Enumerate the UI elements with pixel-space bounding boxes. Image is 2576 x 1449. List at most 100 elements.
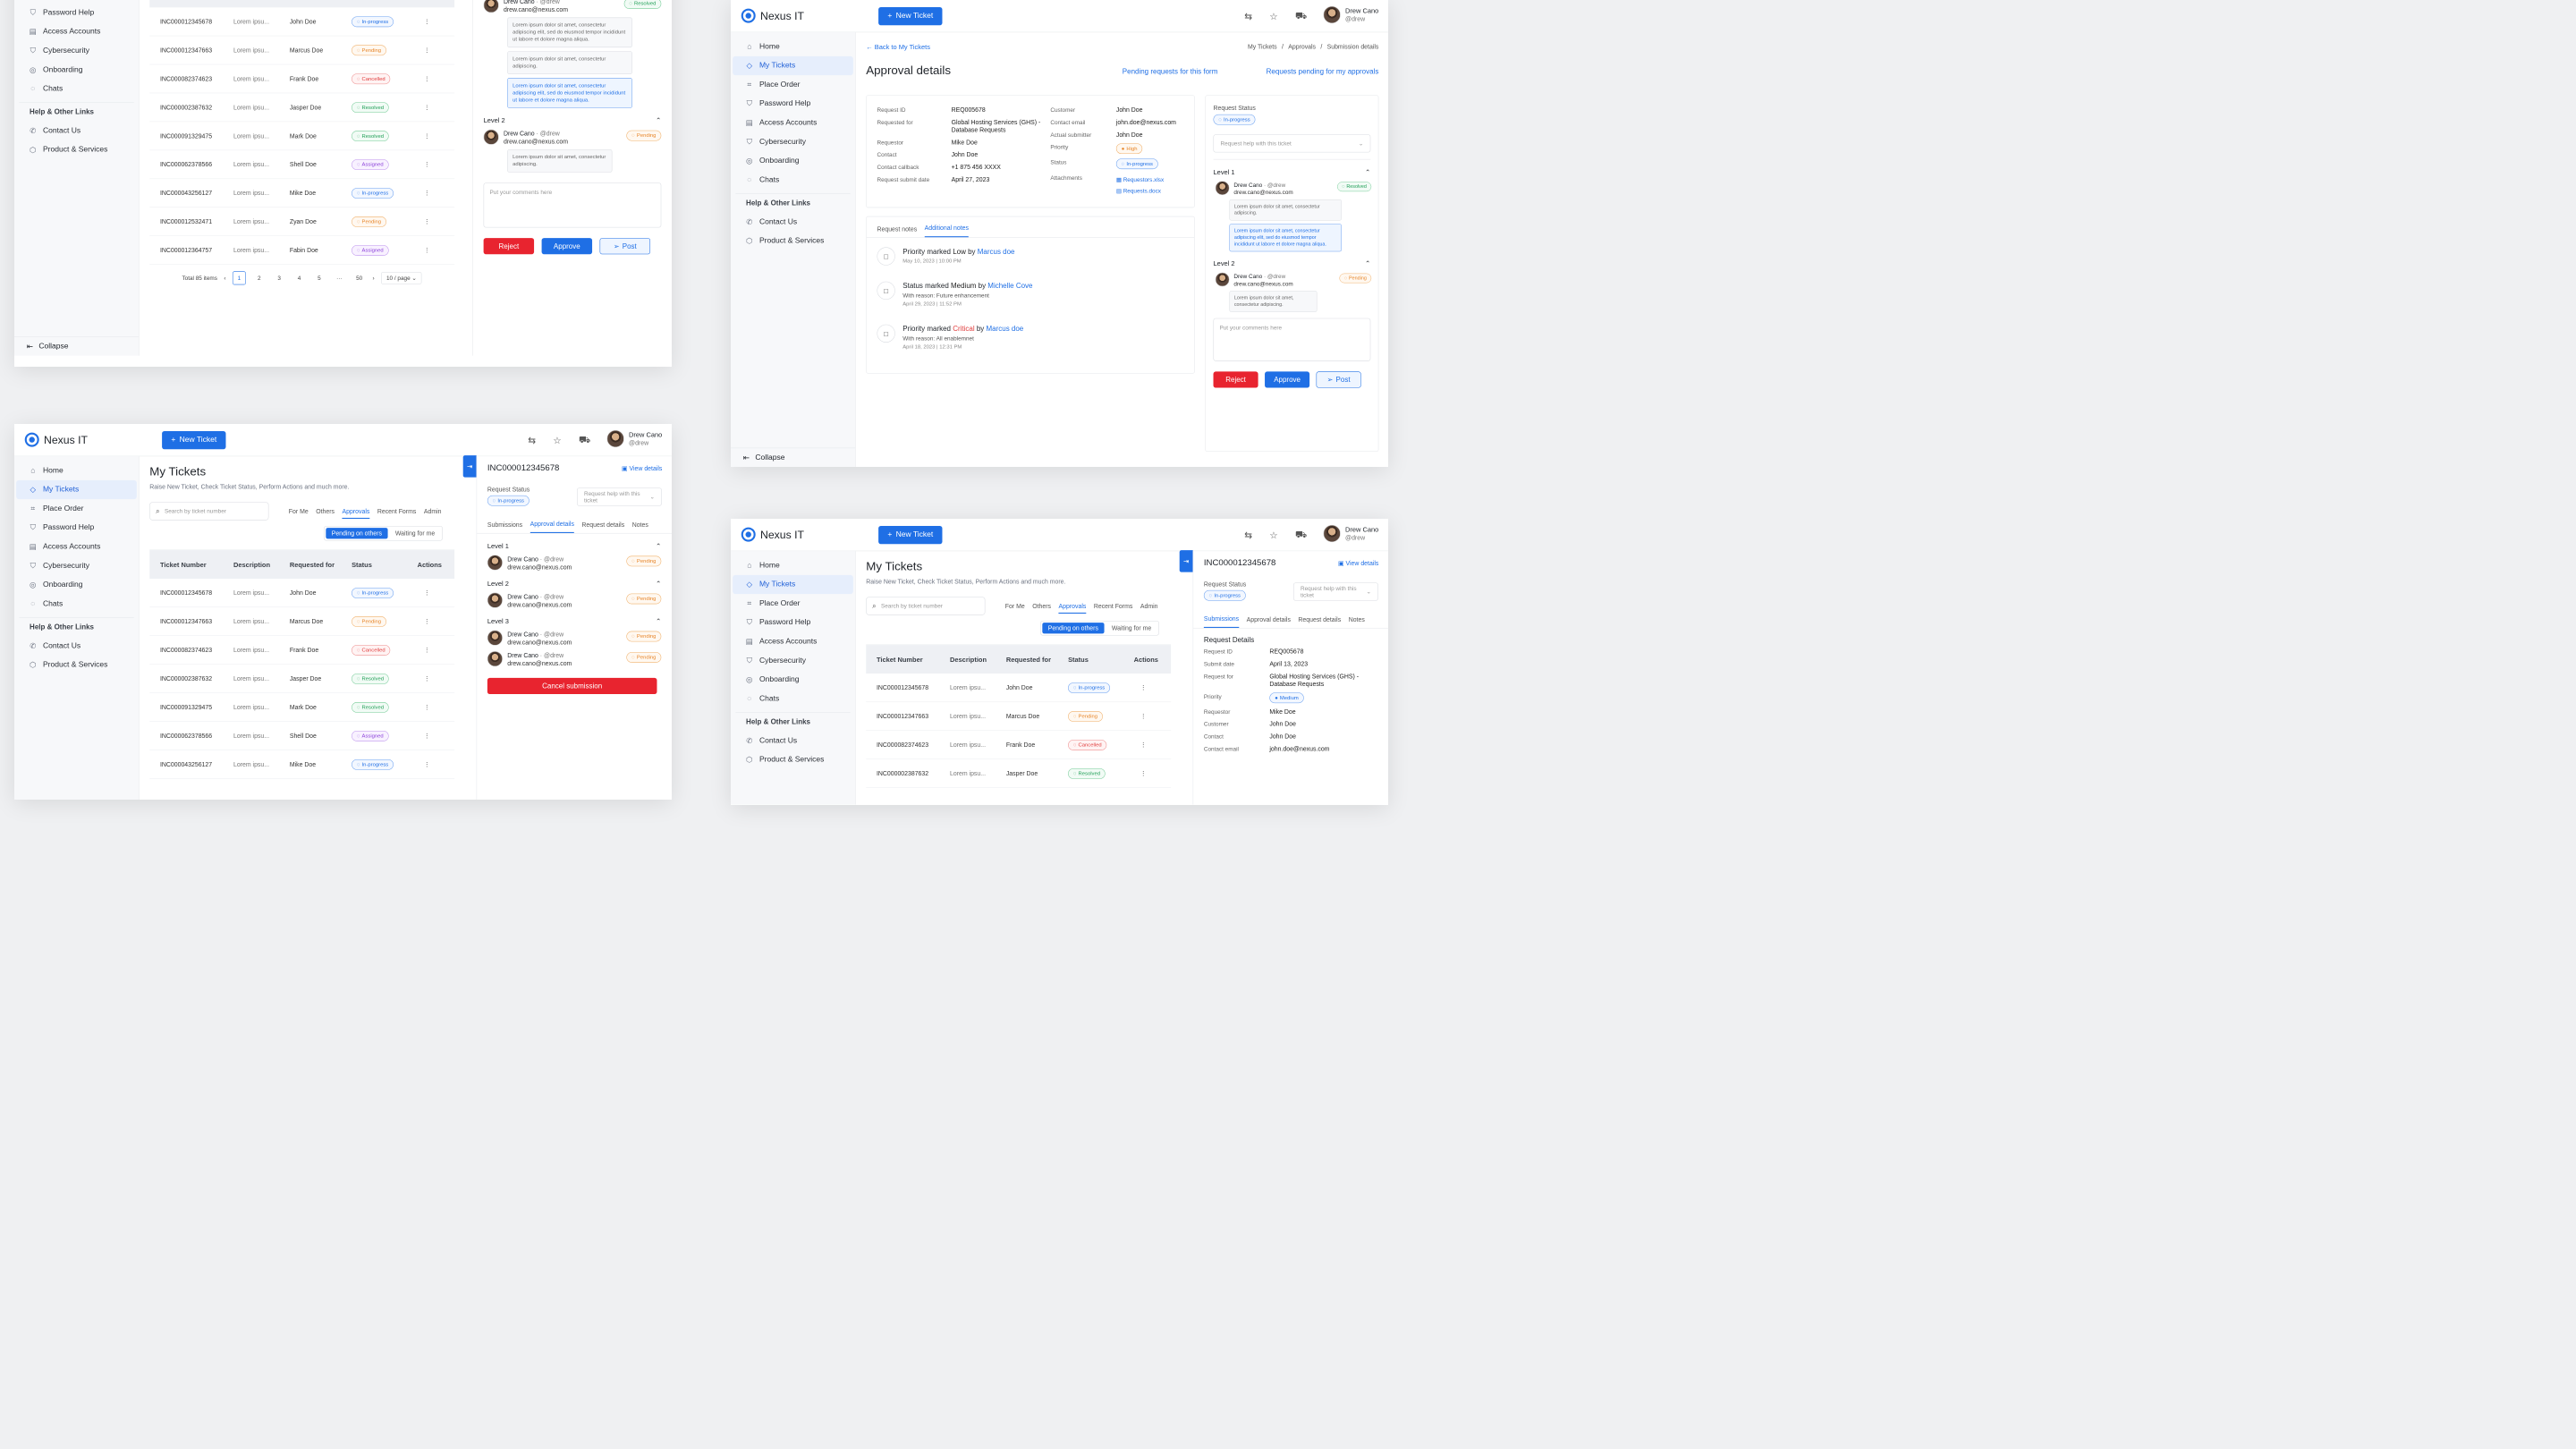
new-ticket-button[interactable]: + New Ticket	[878, 6, 943, 26]
view-details-link[interactable]: ▣ View details	[1338, 559, 1379, 567]
page-button[interactable]: 5	[318, 275, 321, 282]
tab-request-details[interactable]: Request details	[1298, 615, 1342, 623]
post-button[interactable]: ➢ Post	[599, 238, 651, 255]
tab-approvals[interactable]: Approvals	[342, 508, 370, 519]
attachment-link[interactable]: ▦ Requestors.xlsx	[1115, 176, 1165, 183]
chevron-up-icon[interactable]: ⌃	[1365, 259, 1371, 267]
table-row[interactable]: INC000012347663 Lorem ipsu... Marcus Doe…	[149, 607, 455, 637]
request-help-select[interactable]: Request help with this ticket ⌄	[1213, 134, 1371, 153]
sidebar-item-onboarding[interactable]: ◎ Onboarding	[746, 675, 800, 684]
table-row[interactable]: INC000012345678 Lorem ipsu... John Doe ◌…	[149, 7, 455, 37]
new-ticket-button[interactable]: + New Ticket	[878, 525, 943, 545]
collapse-button[interactable]: ⇤ Collapse	[14, 336, 140, 355]
table-row[interactable]: INC000062378566 Lorem ipsu... Shell Doe …	[149, 722, 455, 750]
table-row[interactable]: INC000082374623 Lorem ipsu... Frank Doe …	[149, 636, 455, 665]
user-menu[interactable]: Drew Cano @drew	[1323, 5, 1378, 24]
sidebar-item-access-accounts[interactable]: ▤ Access Accounts	[29, 542, 101, 552]
star-icon[interactable]: ☆	[553, 435, 562, 446]
translate-icon[interactable]: ⇆	[528, 435, 537, 446]
table-row[interactable]: INC000002387632 Lorem ipsu... Jasper Doe…	[149, 93, 455, 123]
sidebar-item-home[interactable]: ⌂ Home	[733, 38, 853, 56]
tab-approvals[interactable]: Approvals	[1058, 603, 1087, 614]
chevron-up-icon[interactable]: ⌃	[656, 617, 662, 625]
reject-button[interactable]: Reject	[483, 238, 535, 255]
sidebar-item-product-services[interactable]: ⬡ Product & Services	[746, 236, 825, 246]
table-row[interactable]: INC000002387632 Lorem ipsu... Jasper Doe…	[866, 759, 1172, 788]
sidebar-item-cybersecurity[interactable]: ⛉ Cybersecurity	[30, 561, 90, 570]
tab-admin[interactable]: Admin	[1140, 602, 1158, 610]
app-logo[interactable]: Nexus IT	[24, 432, 88, 447]
request-help-select[interactable]: Request help with this ticket ⌄	[577, 487, 662, 506]
tab-recent-forms[interactable]: Recent Forms	[1093, 602, 1133, 610]
cart-icon[interactable]: ⛟	[1295, 10, 1308, 21]
pending-on-others-toggle[interactable]: Pending on others	[1042, 623, 1105, 634]
more-actions-icon[interactable]: ⋮	[1140, 712, 1147, 720]
chevron-up-icon[interactable]: ⌃	[656, 116, 662, 124]
sidebar-item-onboarding[interactable]: ◎ Onboarding	[30, 65, 83, 74]
next-page-icon[interactable]: ›	[372, 275, 375, 282]
waiting-for-me-toggle[interactable]: Waiting for me	[394, 530, 436, 538]
approve-button[interactable]: Approve	[541, 238, 593, 255]
sidebar-item-contact-us[interactable]: ✆ Contact Us	[746, 736, 798, 745]
page-button[interactable]: 2	[258, 275, 261, 282]
tab-recent-forms[interactable]: Recent Forms	[377, 507, 417, 515]
view-details-link[interactable]: ▣ View details	[622, 464, 663, 472]
sidebar-item-access-accounts[interactable]: ▤ Access Accounts	[745, 118, 818, 128]
table-row[interactable]: INC000043256127 Lorem ipsu... Mike Doe ◌…	[149, 750, 455, 779]
tab-admin[interactable]: Admin	[423, 507, 442, 515]
approve-button[interactable]: Approve	[1265, 371, 1310, 388]
table-row[interactable]: INC000012532471 Lorem ipsu... Zyan Doe ◌…	[149, 208, 455, 237]
search-input[interactable]: ⌕ Search by ticket number	[149, 502, 269, 521]
translate-icon[interactable]: ⇆	[1244, 530, 1253, 541]
tab-approval-details[interactable]: Approval details	[530, 521, 574, 533]
new-ticket-button[interactable]: + New Ticket	[162, 430, 226, 450]
more-actions-icon[interactable]: ⋮	[423, 46, 430, 54]
page-button[interactable]: ···	[336, 275, 343, 282]
sidebar-item-home[interactable]: ⌂ Home	[733, 556, 853, 575]
sidebar-item-my-tickets[interactable]: ◇ My Tickets	[16, 479, 137, 500]
sidebar-item-contact-us[interactable]: ✆ Contact Us	[746, 217, 798, 226]
more-actions-icon[interactable]: ⋮	[423, 17, 430, 25]
more-actions-icon[interactable]: ⋮	[1140, 683, 1147, 691]
sidebar-item-place-order[interactable]: ⌗ Place Order	[733, 594, 853, 613]
sidebar-item-password-help[interactable]: ⛉ Password Help	[30, 8, 95, 17]
tab-submissions[interactable]: Submissions	[487, 521, 523, 529]
sidebar-item-place-order[interactable]: ⌗ Place Order	[16, 499, 137, 518]
more-actions-icon[interactable]: ⋮	[423, 617, 430, 625]
chevron-up-icon[interactable]: ⌃	[656, 542, 662, 550]
sidebar-item-my-tickets[interactable]: ◇ My Tickets	[733, 574, 853, 595]
chevron-up-icon[interactable]: ⌃	[656, 580, 662, 588]
comment-input[interactable]: Put your comments here	[1213, 318, 1371, 361]
table-row[interactable]: INC000091329475 Lorem ipsu... Mark Doe ◌…	[149, 122, 455, 151]
user-link[interactable]: Marcus doe	[986, 325, 1024, 334]
sidebar-item-home[interactable]: ⌂ Home	[16, 462, 137, 480]
tab-submissions[interactable]: Submissions	[1203, 615, 1240, 628]
tab-approval-details[interactable]: Approval details	[1246, 615, 1291, 623]
cancel-submission-button[interactable]: Cancel submission	[487, 677, 657, 694]
page-button[interactable]: 3	[277, 275, 281, 282]
sidebar-item-cybersecurity[interactable]: ⛉ Cybersecurity	[746, 137, 807, 146]
sidebar-item-password-help[interactable]: ⛉ Password Help	[746, 99, 811, 108]
table-row[interactable]: INC000012345678 Lorem ipsu... John Doe ◌…	[866, 674, 1172, 703]
more-actions-icon[interactable]: ⋮	[423, 160, 430, 168]
chevron-up-icon[interactable]: ⌃	[1365, 168, 1371, 176]
more-actions-icon[interactable]: ⋮	[423, 703, 430, 711]
more-actions-icon[interactable]: ⋮	[423, 760, 430, 768]
table-row[interactable]: INC000082374623 Lorem ipsu... Frank Doe …	[866, 731, 1172, 759]
back-link[interactable]: ← Back to My Tickets	[866, 42, 930, 51]
more-actions-icon[interactable]: ⋮	[423, 674, 430, 682]
more-actions-icon[interactable]: ⋮	[1140, 769, 1147, 777]
cart-icon[interactable]: ⛟	[1295, 529, 1308, 540]
table-row[interactable]: INC000082374623 Lorem ipsu... Frank Doe …	[149, 64, 455, 94]
more-actions-icon[interactable]: ⋮	[423, 217, 430, 225]
tab-notes[interactable]: Notes	[631, 521, 648, 529]
sidebar-item-place-order[interactable]: ⌗ Place Order	[733, 75, 853, 94]
translate-icon[interactable]: ⇆	[1244, 11, 1253, 22]
sidebar-item-contact-us[interactable]: ✆ Contact Us	[30, 126, 81, 136]
cart-icon[interactable]: ⛟	[579, 434, 591, 445]
tab-notes[interactable]: Notes	[1348, 615, 1365, 623]
table-row[interactable]: INC000012345678 Lorem ipsu... John Doe ◌…	[149, 579, 455, 608]
pending-on-others-toggle[interactable]: Pending on others	[326, 528, 388, 539]
table-row[interactable]: INC000002387632 Lorem ipsu... Jasper Doe…	[149, 665, 455, 693]
reject-button[interactable]: Reject	[1213, 371, 1258, 388]
